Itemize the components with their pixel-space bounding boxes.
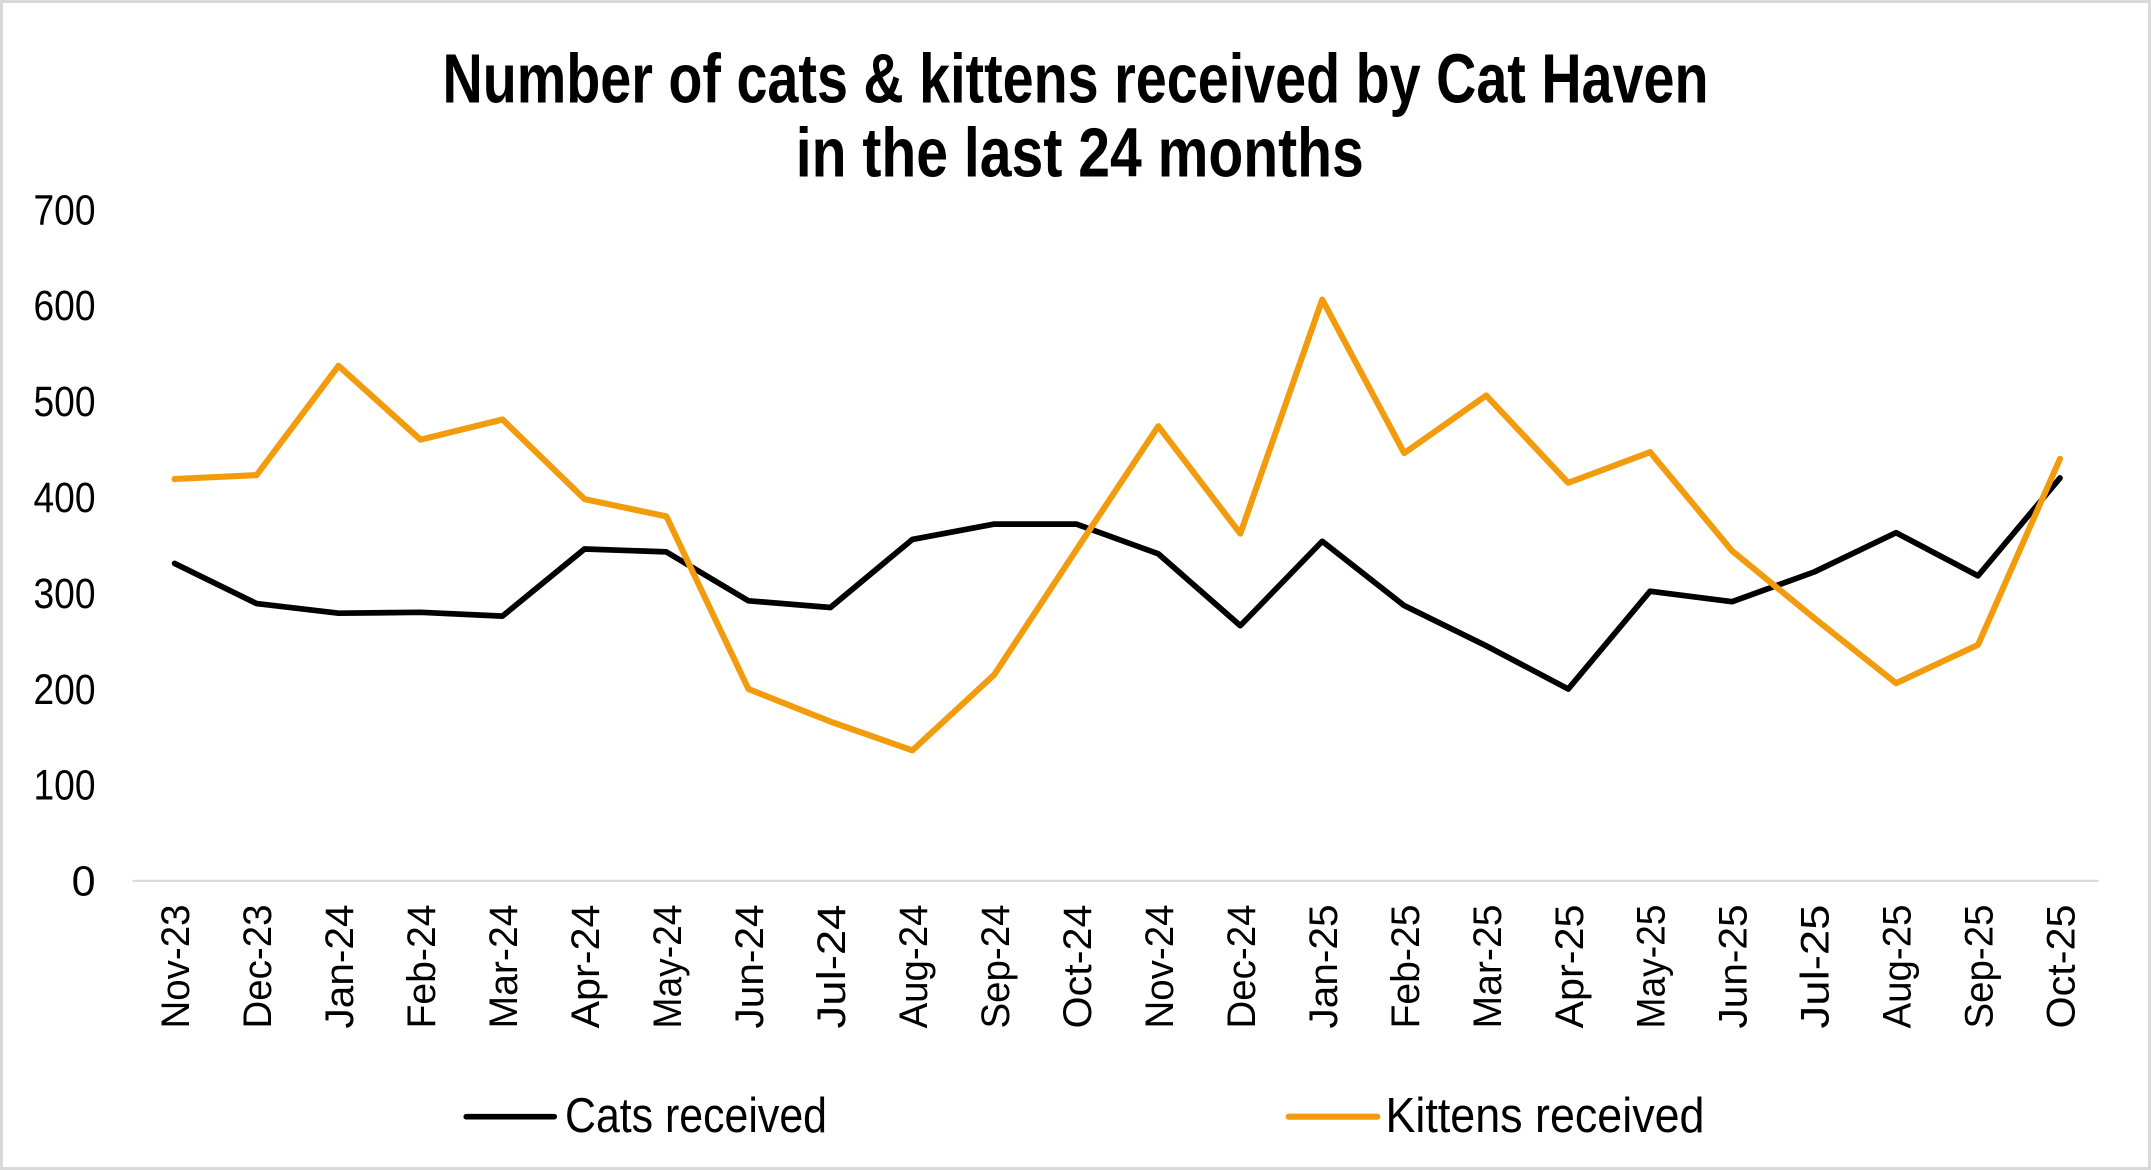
svg-text:Nov-24: Nov-24	[1138, 905, 1182, 1029]
svg-text:Number of cats & kittens recei: Number of cats & kittens received by Cat…	[443, 40, 1709, 118]
svg-text:May-24: May-24	[646, 905, 690, 1029]
svg-text:0: 0	[72, 858, 96, 906]
svg-text:200: 200	[34, 666, 96, 714]
svg-text:Mar-25: Mar-25	[1466, 905, 1510, 1029]
svg-text:Jan-25: Jan-25	[1302, 905, 1346, 1029]
svg-text:May-25: May-25	[1630, 905, 1674, 1029]
svg-text:Apr-25: Apr-25	[1548, 905, 1592, 1029]
svg-text:Dec-23: Dec-23	[236, 905, 280, 1029]
svg-text:300: 300	[34, 570, 96, 618]
svg-text:Sep-24: Sep-24	[974, 905, 1018, 1029]
svg-text:Feb-24: Feb-24	[400, 905, 444, 1029]
svg-text:Kittens received: Kittens received	[1386, 1089, 1705, 1143]
svg-text:Dec-24: Dec-24	[1220, 905, 1264, 1029]
svg-text:Jul-25: Jul-25	[1794, 905, 1838, 1029]
svg-text:700: 700	[34, 186, 96, 234]
svg-text:Apr-24: Apr-24	[564, 905, 608, 1029]
svg-text:Nov-23: Nov-23	[154, 905, 198, 1029]
svg-text:100: 100	[34, 762, 96, 810]
svg-text:Oct-24: Oct-24	[1056, 905, 1100, 1029]
svg-text:Mar-24: Mar-24	[482, 905, 526, 1029]
svg-text:Aug-25: Aug-25	[1876, 905, 1920, 1029]
svg-text:Feb-25: Feb-25	[1384, 905, 1428, 1029]
svg-text:Jul-24: Jul-24	[810, 905, 854, 1029]
svg-text:600: 600	[34, 282, 96, 330]
svg-text:Sep-25: Sep-25	[1958, 905, 2002, 1029]
svg-text:Jun-25: Jun-25	[1712, 905, 1756, 1029]
svg-text:Jan-24: Jan-24	[318, 905, 362, 1029]
svg-text:Oct-25: Oct-25	[2040, 905, 2084, 1029]
svg-text:in the last 24 months: in the last 24 months	[796, 114, 1364, 192]
svg-text:Jun-24: Jun-24	[728, 905, 772, 1029]
svg-text:400: 400	[34, 474, 96, 522]
svg-text:Aug-24: Aug-24	[892, 905, 936, 1029]
svg-text:500: 500	[34, 378, 96, 426]
svg-text:Cats received: Cats received	[565, 1089, 827, 1143]
